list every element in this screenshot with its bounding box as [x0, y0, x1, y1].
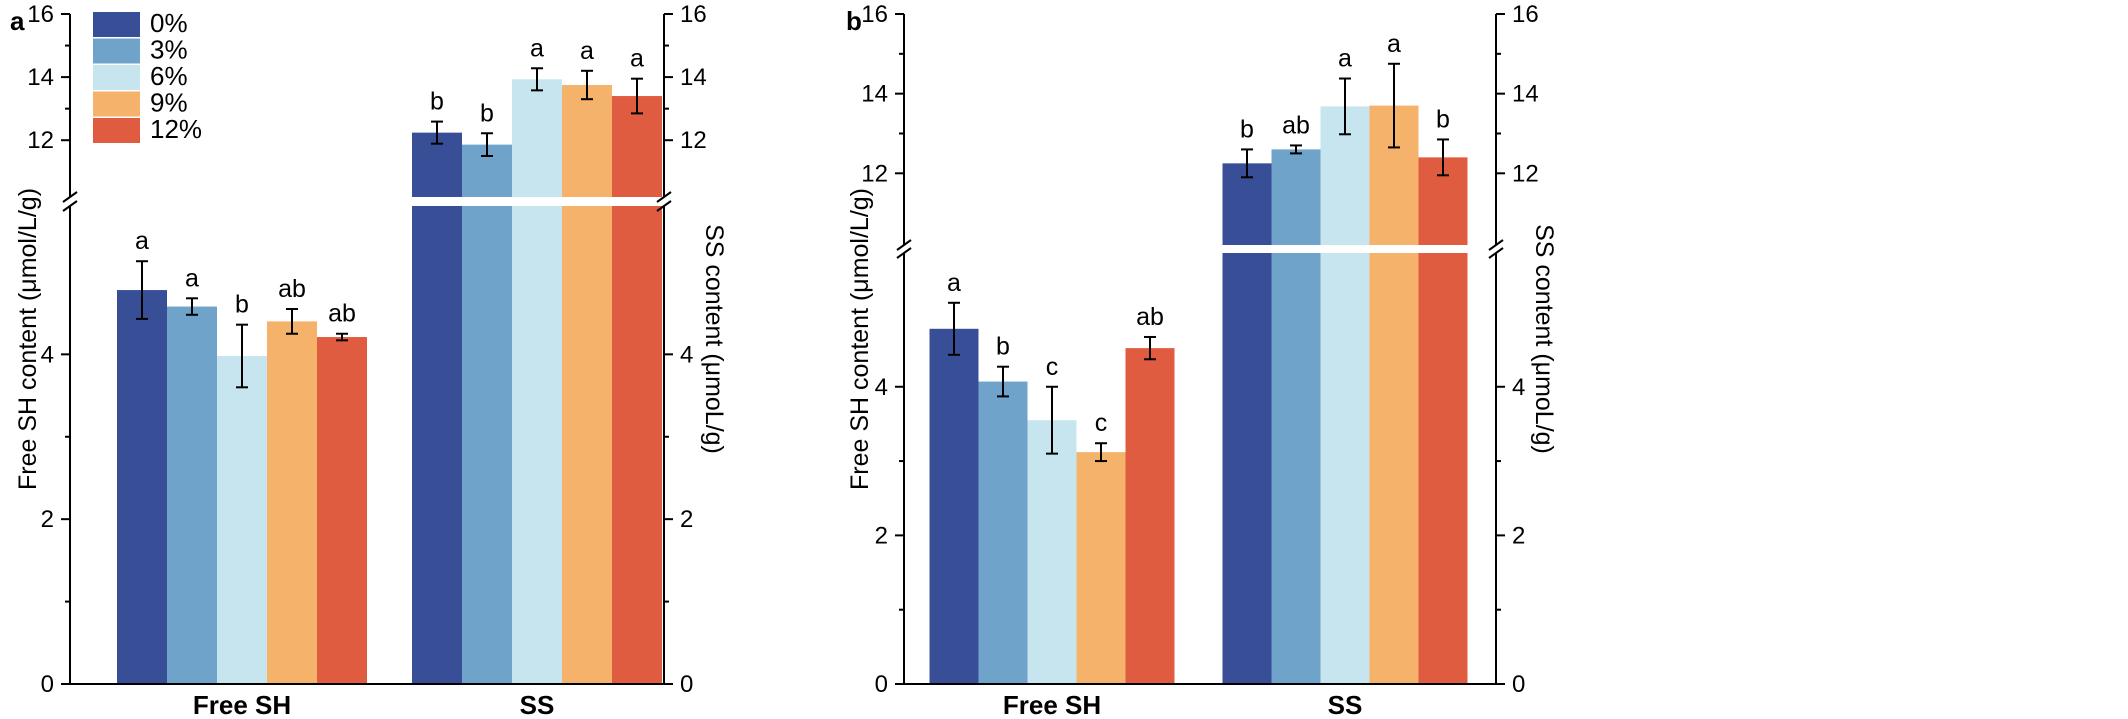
left-tick-label: 2	[41, 506, 54, 533]
bar	[412, 132, 462, 685]
legend-label: 6%	[150, 61, 188, 91]
bar	[1320, 106, 1370, 684]
legend-swatch	[93, 38, 140, 64]
bar	[929, 328, 979, 684]
axis-break-mark	[656, 191, 672, 203]
bar	[217, 355, 267, 684]
legend: 0%3%6%9%12%	[93, 8, 202, 144]
left-tick-label: 16	[861, 1, 888, 28]
bar	[117, 290, 167, 684]
legend-label: 0%	[150, 8, 188, 38]
significance-letter: b	[996, 333, 1010, 361]
right-axis-title: SS content (μmoL/g)	[700, 224, 728, 454]
axis-break-mark	[62, 200, 78, 212]
significance-letter: b	[1240, 115, 1254, 143]
right-axis-title: SS content (μmoL/g)	[1530, 224, 1558, 454]
axis-break-mark	[62, 191, 78, 203]
category-label: Free SH	[193, 690, 291, 719]
significance-letter: b	[430, 88, 444, 116]
significance-letter: a	[1338, 45, 1352, 73]
bar	[978, 381, 1028, 684]
left-tick-label: 14	[861, 81, 888, 108]
bar	[1125, 348, 1175, 684]
right-tick-label: 4	[1512, 374, 1525, 401]
left-axis-title: Free SH content (μmol/L/g)	[14, 188, 42, 490]
significance-letter: b	[480, 99, 494, 127]
bar	[1271, 149, 1321, 684]
left-tick-label: 4	[41, 341, 54, 368]
bar	[167, 306, 217, 684]
category-label: SS	[520, 690, 555, 719]
left-tick-label: 12	[27, 127, 54, 154]
legend-label: 9%	[150, 88, 188, 118]
significance-letter: a	[630, 45, 644, 73]
left-tick-label: 0	[875, 671, 888, 698]
left-tick-label: 0	[41, 671, 54, 698]
significance-letter: b	[1436, 105, 1450, 133]
axis-break-mark	[1488, 239, 1504, 251]
significance-letter: c	[1095, 409, 1108, 437]
bar	[1369, 105, 1419, 684]
bar	[562, 84, 612, 684]
bar	[512, 79, 562, 684]
bar	[462, 144, 512, 684]
bar	[1027, 420, 1077, 684]
right-tick-label: 14	[1512, 81, 1539, 108]
significance-letter: a	[135, 227, 149, 255]
right-tick-label: 14	[680, 64, 707, 91]
right-tick-label: 12	[1512, 160, 1539, 187]
category-label: Free SH	[1003, 690, 1101, 719]
significance-letter: ab	[328, 300, 356, 328]
right-tick-label: 12	[680, 127, 707, 154]
left-axis-title: Free SH content (μmol/L/g)	[846, 188, 874, 490]
significance-letter: a	[185, 264, 199, 292]
legend-swatch	[93, 118, 140, 143]
significance-letter: b	[235, 291, 249, 319]
significance-letter: c	[1046, 353, 1059, 381]
right-tick-label: 4	[680, 341, 693, 368]
right-tick-label: 0	[680, 671, 693, 698]
axis-break-mark	[896, 239, 912, 251]
legend-label: 12%	[150, 114, 202, 144]
significance-letter: a	[1387, 30, 1401, 58]
right-tick-label: 0	[1512, 671, 1525, 698]
significance-letter: ab	[1136, 303, 1164, 331]
right-tick-label: 2	[680, 506, 693, 533]
significance-letter: ab	[278, 275, 306, 303]
axis-break-band	[71, 197, 663, 206]
bar	[1222, 163, 1272, 684]
significance-letter: a	[580, 37, 594, 65]
bar	[267, 321, 317, 684]
bar	[1418, 157, 1468, 685]
legend-swatch	[93, 65, 140, 90]
axis-break-mark	[1488, 247, 1504, 259]
left-tick-label: 2	[875, 522, 888, 549]
right-tick-label: 2	[1512, 522, 1525, 549]
legend-label: 3%	[150, 35, 188, 65]
significance-letter: a	[947, 269, 961, 297]
left-tick-label: 16	[27, 1, 54, 28]
axis-break-mark	[896, 247, 912, 259]
category-label: SS	[1328, 690, 1363, 719]
significance-letter: a	[530, 34, 544, 62]
legend-swatch	[93, 12, 140, 37]
left-tick-label: 12	[861, 160, 888, 187]
left-tick-label: 4	[875, 374, 888, 401]
axis-break-band	[905, 245, 1495, 253]
panel-label: a	[10, 6, 25, 36]
left-tick-label: 14	[27, 64, 54, 91]
right-tick-label: 16	[1512, 1, 1539, 28]
bar	[317, 337, 367, 684]
bar	[612, 96, 662, 684]
panel-label: b	[846, 6, 862, 36]
bar	[1076, 452, 1126, 684]
significance-letter: ab	[1282, 111, 1310, 139]
right-tick-label: 16	[680, 1, 707, 28]
axis-break-mark	[656, 200, 672, 212]
legend-swatch	[93, 91, 140, 117]
